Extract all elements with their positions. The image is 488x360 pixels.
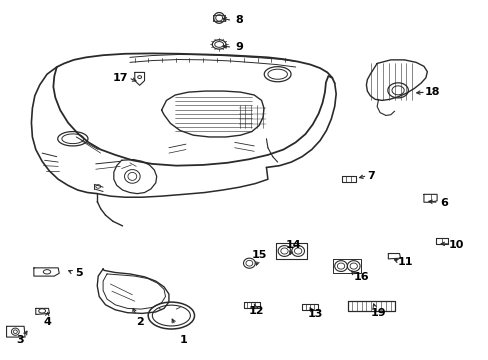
Text: 10: 10 [448, 239, 463, 249]
Text: 15: 15 [251, 250, 266, 260]
Text: 7: 7 [366, 171, 374, 181]
Text: 3: 3 [17, 334, 24, 345]
Text: 14: 14 [285, 239, 301, 249]
Text: 8: 8 [235, 15, 243, 26]
Text: 2: 2 [136, 317, 143, 327]
Text: 11: 11 [397, 257, 412, 267]
Text: 19: 19 [370, 308, 386, 318]
Text: 18: 18 [424, 87, 439, 97]
Text: 6: 6 [440, 198, 447, 208]
Text: 5: 5 [75, 268, 82, 278]
Text: 4: 4 [43, 317, 51, 327]
Text: 16: 16 [353, 272, 368, 282]
Text: 1: 1 [179, 334, 187, 345]
Text: 17: 17 [112, 73, 128, 83]
Text: 13: 13 [307, 310, 322, 319]
Text: 9: 9 [235, 42, 243, 52]
Text: 12: 12 [248, 306, 264, 316]
